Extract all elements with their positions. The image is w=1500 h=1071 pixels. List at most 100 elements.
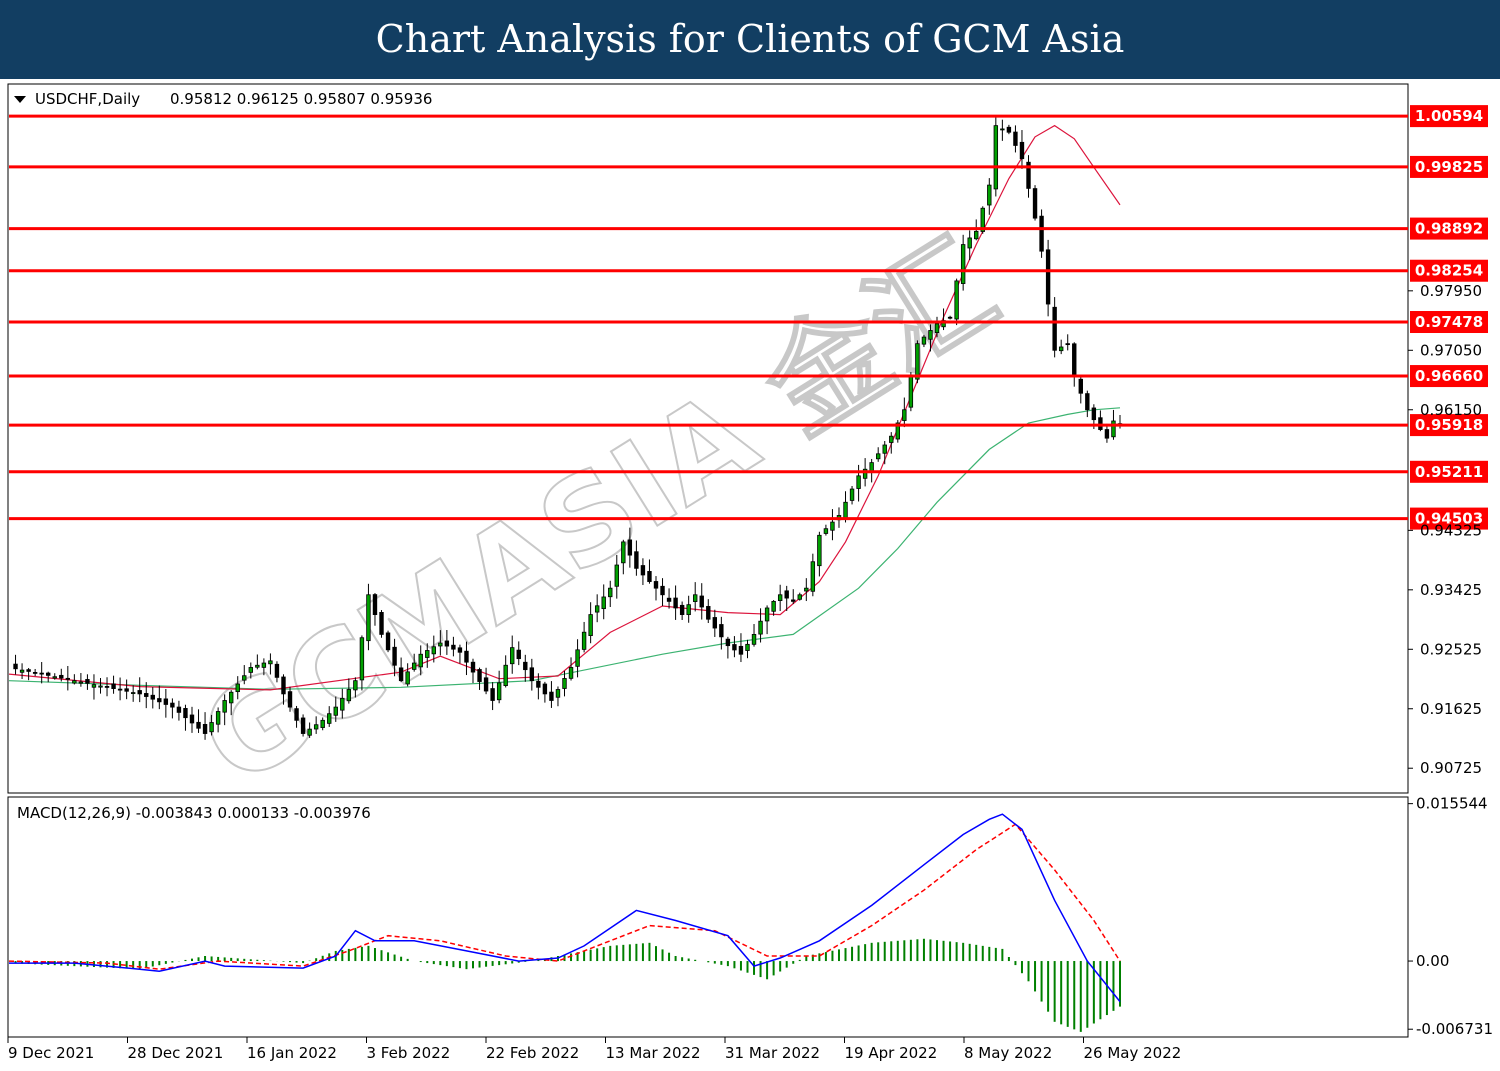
- candle: [719, 616, 724, 650]
- candle: [490, 682, 495, 711]
- candle: [431, 635, 436, 663]
- candle: [124, 679, 129, 700]
- candle: [170, 698, 175, 719]
- candle: [1078, 374, 1083, 404]
- candle: [130, 685, 136, 702]
- candle: [673, 585, 678, 620]
- date-tick-label: 26 May 2022: [1084, 1044, 1182, 1062]
- candle: [418, 645, 423, 676]
- candle: [444, 630, 450, 655]
- candle: [601, 584, 606, 620]
- price-tick-label: 0.90725: [1420, 759, 1482, 777]
- candle: [666, 588, 672, 609]
- candle: [627, 527, 633, 568]
- candle: [732, 636, 737, 658]
- candle: [503, 655, 508, 688]
- candle: [588, 602, 593, 644]
- candle: [52, 673, 57, 680]
- candle: [372, 593, 378, 626]
- dropdown-triangle-icon[interactable]: [14, 96, 26, 103]
- candle: [1013, 125, 1018, 153]
- candle: [758, 608, 763, 643]
- candle: [189, 706, 195, 733]
- candle: [359, 635, 365, 691]
- price-tick-label: 0.96150: [1420, 401, 1482, 419]
- candle: [679, 601, 685, 621]
- level-label-box: [1410, 259, 1488, 282]
- candle: [235, 676, 240, 700]
- candle: [144, 682, 149, 709]
- date-tick-label: 8 May 2022: [964, 1044, 1052, 1062]
- candle: [313, 716, 319, 734]
- candle: [608, 580, 613, 607]
- candle: [1085, 390, 1090, 418]
- candle: [1026, 155, 1031, 198]
- candle: [882, 440, 887, 465]
- candle: [921, 334, 927, 348]
- candle: [516, 641, 521, 666]
- date-tick-label: 3 Feb 2022: [367, 1044, 451, 1062]
- candle: [804, 578, 809, 602]
- candle: [366, 583, 371, 651]
- candle: [575, 639, 580, 678]
- date-tick-label: 16 Jan 2022: [247, 1044, 337, 1062]
- candle: [281, 674, 286, 705]
- candle: [1039, 209, 1044, 258]
- level-label-box: [1410, 105, 1488, 128]
- candle: [300, 714, 306, 737]
- level-label: 0.96660: [1415, 367, 1483, 385]
- candle: [59, 668, 64, 682]
- candle: [908, 372, 914, 412]
- candle: [889, 432, 894, 454]
- candle: [542, 681, 548, 703]
- candle: [777, 584, 783, 611]
- candle: [621, 539, 626, 575]
- candle: [457, 644, 463, 664]
- candle: [215, 707, 221, 733]
- symbol-header: USDCHF,Daily: [35, 90, 140, 108]
- candle: [993, 115, 999, 197]
- candle: [163, 689, 169, 718]
- level-label: 0.95918: [1415, 416, 1483, 434]
- price-axis: 0.97950 0.97050 0.96150 0.94325 0.93425 0.925…: [1408, 282, 1482, 777]
- price-tick-label: 0.91625: [1420, 700, 1482, 718]
- candle: [340, 688, 345, 719]
- candle: [895, 420, 900, 443]
- level-label-box: [1410, 507, 1488, 530]
- candle: [660, 578, 665, 607]
- price-tick-label: 0.92525: [1420, 640, 1482, 658]
- candle: [327, 706, 332, 727]
- candle: [523, 654, 528, 682]
- candle: [307, 722, 312, 738]
- candle: [555, 686, 561, 707]
- chart-canvas: GCMASIA 金汇 1.005940.998250.988920.982540…: [7, 83, 1493, 1062]
- candle: [771, 600, 776, 616]
- macd-tick-label: -0.006731: [1416, 1020, 1493, 1038]
- level-label-box: [1410, 414, 1488, 437]
- candle: [137, 677, 142, 703]
- candle: [1104, 423, 1110, 443]
- level-label: 1.00594: [1415, 107, 1483, 125]
- candle: [150, 687, 155, 709]
- candle: [157, 685, 162, 710]
- level-label-box: [1410, 217, 1488, 240]
- level-layer: 1.00594 0.99825 0.98892 0.98254 0.97478 0.966…: [9, 105, 1488, 530]
- date-tick-label: 31 Mar 2022: [725, 1044, 820, 1062]
- candle: [510, 635, 515, 674]
- date-tick-label: 13 Mar 2022: [606, 1044, 701, 1062]
- candle: [398, 657, 404, 683]
- price-panel-frame: [7, 83, 1409, 794]
- candle: [294, 705, 299, 728]
- candle: [1058, 339, 1064, 355]
- candle: [111, 675, 116, 694]
- candle: [830, 509, 835, 541]
- macd-signal-line: [8, 823, 1121, 970]
- candle: [817, 531, 822, 577]
- candle: [1019, 130, 1025, 169]
- macd-panel-frame: [7, 796, 1409, 1038]
- ma-slow-line: [8, 407, 1121, 690]
- candle: [32, 668, 38, 677]
- candle: [72, 674, 77, 685]
- candle: [849, 486, 855, 505]
- candle: [222, 694, 227, 726]
